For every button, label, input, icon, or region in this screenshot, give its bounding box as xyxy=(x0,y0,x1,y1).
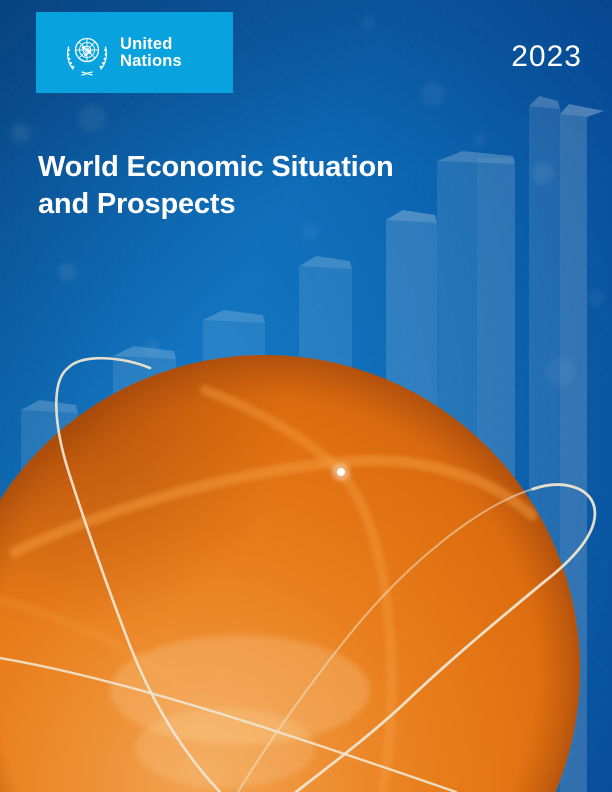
title-line-1: World Economic Situation xyxy=(38,151,394,183)
publisher-name: United Nations xyxy=(120,34,182,70)
sparkle-glint xyxy=(321,451,361,493)
globe-sphere xyxy=(0,355,580,792)
orbit-ring-right xyxy=(294,483,597,792)
sphere-sheen xyxy=(110,635,370,788)
publisher-name-line-2: Nations xyxy=(120,51,182,70)
orbit-ring-right-far-strand xyxy=(237,488,534,792)
orbit-rings xyxy=(0,356,597,792)
title-line-2: and Prospects xyxy=(38,187,236,220)
edition-year: 2023 xyxy=(511,40,582,73)
orbit-line-lower xyxy=(0,656,458,792)
un-emblem-icon xyxy=(67,37,107,76)
publisher-name-line-1: United xyxy=(120,34,173,53)
bokeh-light-spots xyxy=(11,17,605,387)
publisher-box: United Nations xyxy=(36,12,233,93)
cover-title: World Economic Situation and Prospects xyxy=(38,149,394,222)
orbit-ring-left xyxy=(55,356,222,792)
